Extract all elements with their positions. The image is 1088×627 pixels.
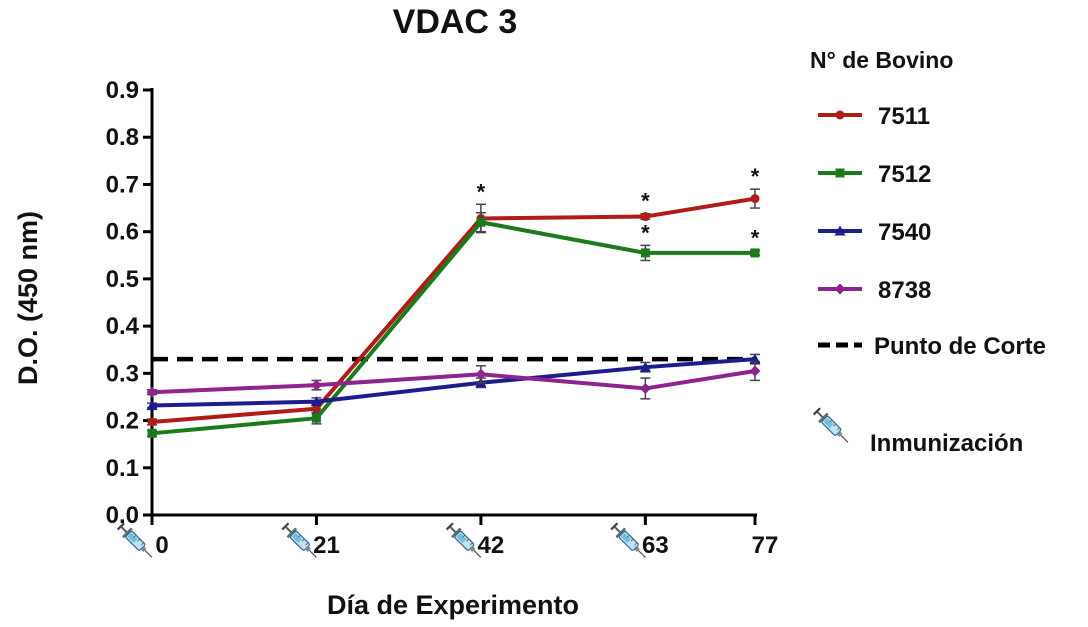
legend-title: N° de Bovino bbox=[810, 47, 953, 73]
series-7540 bbox=[146, 353, 761, 410]
x-tick-label: 42 bbox=[478, 532, 505, 559]
series-7511 bbox=[147, 188, 760, 427]
data-point bbox=[639, 361, 651, 372]
series-line bbox=[151, 357, 756, 408]
legend-label: Inmunización bbox=[870, 430, 1023, 457]
significance-asterisk: * bbox=[751, 226, 760, 251]
significance-asterisk: * bbox=[641, 220, 650, 245]
y-tick-label: 0.5 bbox=[106, 266, 139, 293]
data-point bbox=[147, 428, 157, 438]
data-point bbox=[311, 404, 321, 414]
legend-marker bbox=[835, 168, 845, 178]
chart-title: VDAC 3 bbox=[393, 3, 518, 41]
legend-label: 8738 bbox=[878, 277, 931, 304]
y-axis-title-wrap: D.O. (450 nm) bbox=[13, 211, 43, 385]
legend-item-8738: 8738 bbox=[818, 277, 931, 304]
legend-label: 7512 bbox=[878, 161, 931, 188]
data-point bbox=[147, 417, 157, 427]
y-tick-label: 0.4 bbox=[106, 313, 140, 340]
legend-marker bbox=[835, 110, 845, 120]
legend-item-immunization: Inmunización bbox=[811, 405, 1023, 457]
data-point bbox=[640, 248, 650, 258]
data-point bbox=[146, 399, 158, 410]
legend-item-7511: 7511 bbox=[818, 103, 930, 130]
data-point bbox=[749, 365, 761, 377]
y-tick-label: 0.7 bbox=[106, 171, 139, 198]
x-axis-title: Día de Experimento bbox=[327, 590, 579, 620]
series-8738 bbox=[146, 360, 761, 400]
series-line bbox=[151, 368, 756, 395]
data-point bbox=[750, 248, 760, 258]
y-axis-title: D.O. (450 nm) bbox=[13, 211, 43, 385]
data-point bbox=[476, 217, 486, 227]
significance-asterisk: * bbox=[751, 164, 760, 189]
y-tick-label: 0.6 bbox=[106, 219, 139, 246]
x-tick-label: 63 bbox=[642, 532, 669, 559]
legend-marker bbox=[834, 225, 846, 236]
y-tick-label: 0.2 bbox=[106, 408, 139, 435]
legend-label: 7540 bbox=[878, 219, 931, 246]
legend: N° de Bovino 7511 7512 7540 8738 Punto de Cor… bbox=[810, 47, 1046, 457]
data-point bbox=[146, 386, 158, 398]
plot-area: 0.00.10.20.30.40.50.60.70.80.90 21 42 63 77*… bbox=[106, 77, 779, 563]
legend-item-cutoff: Punto de Corte bbox=[818, 333, 1046, 360]
significance-asterisk: * bbox=[477, 179, 486, 204]
x-tick-label: 21 bbox=[313, 532, 340, 559]
data-point bbox=[639, 382, 651, 394]
data-point bbox=[750, 194, 760, 204]
x-tick-label: 77 bbox=[752, 532, 779, 559]
data-point bbox=[640, 212, 650, 222]
legend-label: Punto de Corte bbox=[874, 333, 1046, 360]
data-point bbox=[310, 396, 322, 407]
y-tick-label: 0.1 bbox=[106, 455, 139, 482]
y-tick-label: 0.3 bbox=[106, 360, 139, 387]
syringe-icon bbox=[811, 405, 854, 448]
legend-marker bbox=[834, 283, 846, 295]
data-point bbox=[310, 379, 322, 391]
series-7512 bbox=[147, 212, 760, 438]
legend-item-7540: 7540 bbox=[818, 219, 931, 246]
significance-asterisk: * bbox=[641, 189, 650, 214]
y-tick-label: 0.8 bbox=[106, 124, 139, 151]
y-tick-label: 0.9 bbox=[106, 77, 139, 104]
data-point bbox=[311, 413, 321, 423]
x-tick-label: 0 bbox=[155, 532, 168, 559]
legend-label: 7511 bbox=[878, 103, 930, 130]
data-point bbox=[475, 368, 487, 380]
legend-item-7512: 7512 bbox=[818, 161, 931, 188]
